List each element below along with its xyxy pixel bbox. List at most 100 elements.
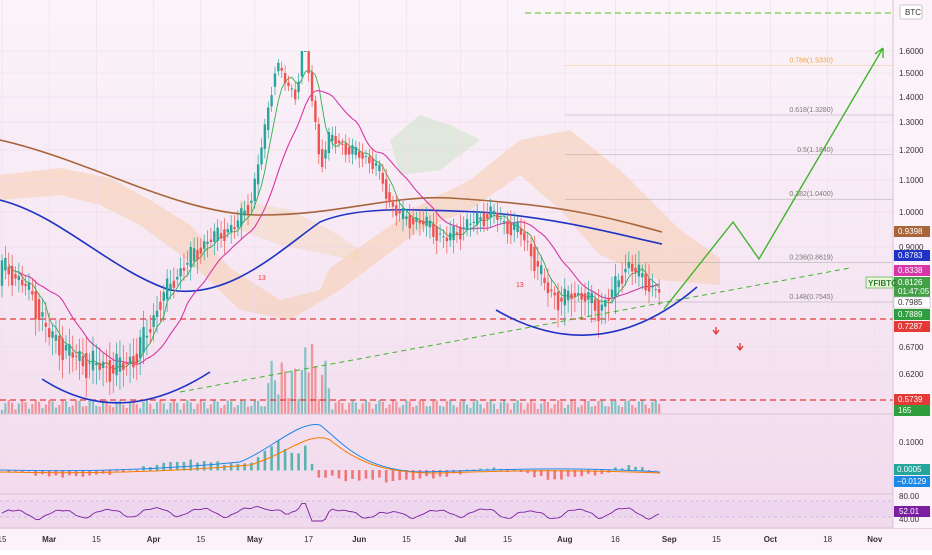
- candle-body: [85, 353, 88, 378]
- candle-body: [540, 265, 543, 275]
- candle-body: [516, 221, 519, 232]
- volume-bar: [351, 400, 354, 414]
- macd-histogram-bar: [351, 470, 354, 479]
- candle-body: [196, 249, 199, 260]
- volume-bar: [300, 370, 304, 414]
- candle-body: [125, 363, 128, 365]
- volume-bar: [51, 401, 54, 414]
- down-arrow-icon: [736, 343, 744, 352]
- rsi-pane[interactable]: [0, 500, 893, 522]
- macd-histogram-bar: [566, 470, 570, 477]
- moving-averages: [0, 69, 663, 370]
- volume-bar: [54, 407, 58, 414]
- volume-bar: [152, 409, 155, 414]
- candle-body: [327, 132, 331, 154]
- candle-body: [229, 224, 233, 232]
- rounding-bottom-curve: [495, 286, 698, 336]
- time-tick-label: Apr: [147, 535, 161, 544]
- macd-pane[interactable]: [0, 423, 661, 483]
- volume-bar: [540, 403, 543, 414]
- candle-body: [115, 353, 118, 376]
- volume-bar: [432, 400, 435, 414]
- price-badge-label: 01:47:05: [898, 287, 930, 296]
- candle-body: [604, 300, 607, 307]
- macd-histogram-bar: [553, 470, 556, 480]
- volume-bar: [216, 401, 219, 414]
- candle-body: [368, 156, 371, 164]
- currency-tag[interactable]: [899, 4, 923, 20]
- candle-body: [475, 213, 479, 225]
- price-tick-label: 0.6700: [899, 343, 924, 352]
- horizontal-levels: [0, 318, 893, 401]
- macd-histogram-bar: [445, 470, 449, 477]
- volume-bar: [257, 400, 260, 414]
- volume-bar: [102, 401, 105, 414]
- volume-bar: [7, 400, 10, 414]
- candle-body: [536, 261, 540, 267]
- annotation-label: 13: [516, 282, 524, 289]
- candle-body: [432, 223, 435, 237]
- time-axis[interactable]: 15 Mar 15 Apr 15 May 17 Jun 15 Jul 15 Aug 16 Sep 15 Oct…: [0, 529, 932, 550]
- macd-histogram-bar: [512, 469, 516, 471]
- fib-label: 0.786(1.5330): [789, 58, 833, 65]
- candle-body: [112, 365, 115, 374]
- volume-bar: [260, 406, 263, 414]
- time-tick-label: 18: [823, 535, 832, 544]
- volume-bar: [344, 409, 347, 414]
- candle-body: [428, 220, 432, 228]
- arrow-head-icon: [874, 47, 884, 58]
- volume-bar: [546, 402, 550, 414]
- candle-body: [617, 280, 620, 288]
- price-badge: [894, 226, 930, 237]
- time-tick-label: 15: [196, 535, 205, 544]
- volume-bar: [479, 404, 482, 414]
- candle-body: [186, 262, 189, 265]
- price-scale[interactable]: [893, 0, 932, 528]
- volume-bar: [243, 401, 246, 414]
- volume-bar: [482, 408, 486, 414]
- volume-bar: [135, 404, 138, 414]
- candle-body: [128, 356, 132, 364]
- volume-bar: [435, 400, 438, 414]
- macd-histogram-bar: [614, 467, 617, 471]
- price-badge: [894, 394, 930, 405]
- volume-bar: [142, 402, 145, 414]
- volume-bar: [412, 406, 415, 414]
- volume-bar: [472, 401, 475, 414]
- candle-body: [610, 289, 614, 298]
- volume-bar: [132, 400, 135, 414]
- volume-bar: [348, 403, 351, 414]
- candles: [0, 51, 661, 397]
- macd-histogram-bar: [135, 470, 139, 471]
- candle-body: [250, 200, 253, 203]
- volume-bar: [233, 407, 236, 414]
- candle-body: [44, 322, 48, 327]
- time-tick-label: 15: [0, 535, 7, 544]
- price-badge-label: 0.7889: [898, 310, 923, 319]
- candle-body: [223, 229, 226, 241]
- volume-bar: [354, 402, 357, 414]
- candle-body: [273, 73, 277, 87]
- macd-histogram-bar: [216, 461, 219, 471]
- volume-bar: [122, 404, 125, 414]
- candle-body: [435, 226, 438, 241]
- candle-body: [270, 95, 273, 107]
- candle-body: [415, 217, 418, 223]
- volume-bar: [270, 360, 273, 414]
- volume-bar: [529, 400, 533, 414]
- volume-bar: [499, 402, 502, 414]
- candle-body: [347, 147, 351, 155]
- volume-bar: [422, 400, 425, 414]
- candle-body: [260, 147, 263, 165]
- candle-body: [31, 291, 34, 295]
- candle-body: [519, 228, 523, 235]
- candle-body: [482, 212, 486, 227]
- candle-body: [10, 265, 14, 286]
- volume-bar: [560, 401, 563, 414]
- volume-bar: [182, 403, 186, 414]
- volume-bar: [391, 400, 395, 414]
- macd-histogram-bar: [432, 470, 435, 479]
- volume-bar: [108, 405, 111, 414]
- candle-body: [246, 205, 250, 214]
